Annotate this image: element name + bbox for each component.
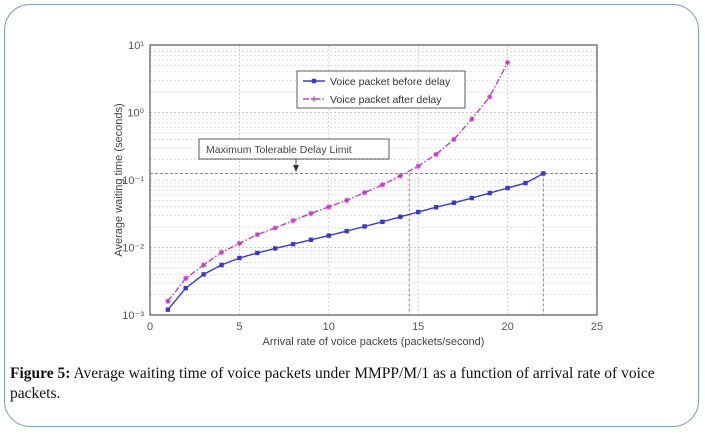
marker-stroke [362, 190, 367, 195]
data-point [218, 249, 225, 255]
data-point [469, 195, 475, 201]
series-line [167, 62, 509, 302]
y-axis-label: Average waiting time (seconds) [113, 103, 125, 256]
data-point [379, 182, 386, 188]
data-point [487, 94, 493, 100]
data-point [523, 180, 528, 186]
x-tick-label: 15 [412, 321, 424, 333]
data-point [183, 275, 189, 281]
data-point [326, 204, 332, 210]
y-tick-label: 10⁰ [127, 108, 144, 120]
data-point [183, 285, 188, 291]
x-tick-label: 25 [591, 321, 603, 333]
annotation-arrowhead [293, 165, 299, 172]
data-point [487, 190, 492, 196]
series-line [167, 172, 544, 311]
marker-stroke [433, 151, 439, 157]
data-point [272, 246, 278, 251]
data-point [469, 116, 475, 122]
data-point [362, 224, 367, 229]
legend-label: Voice packet after delay [330, 94, 442, 106]
y-tick-label: 10¹ [128, 40, 144, 52]
x-tick-label: 20 [501, 321, 513, 333]
data-point [416, 209, 421, 215]
figure-caption: Figure 5: Average waiting time of voice … [10, 364, 700, 404]
data-point [505, 185, 510, 191]
x-axis-label: Arrival rate of voice packets (packets/s… [263, 336, 485, 348]
legend: Voice packet before delay Voice packet af… [296, 70, 466, 109]
marker-stroke [380, 182, 385, 188]
data-point [201, 272, 206, 277]
ticks: 0 5 10 15 20 25 10⁻³ 10⁻² 10⁻¹ 10⁰ 10¹ [122, 40, 603, 333]
data-point [397, 173, 403, 179]
marker-stroke [219, 249, 224, 255]
data-point [361, 190, 368, 196]
marker-stroke [487, 94, 493, 100]
data-point [290, 218, 296, 224]
annotation-text: Maximum Tolerable Delay Limit [206, 144, 352, 156]
data-point [254, 232, 260, 238]
marker-stroke [201, 262, 206, 268]
data-point [415, 163, 421, 169]
y-tick-label: 10⁻³ [122, 310, 144, 322]
data-point [380, 219, 385, 225]
marker-stroke [237, 241, 242, 246]
marker-stroke [469, 116, 475, 122]
caption-label: Figure 5: [10, 365, 71, 382]
marker-stroke [183, 275, 189, 281]
data-point [308, 210, 314, 217]
y-tick-label: 10⁻¹ [122, 175, 144, 187]
data-point [237, 255, 242, 261]
marker-stroke [272, 225, 278, 231]
data-point [344, 228, 349, 234]
series [165, 59, 546, 312]
data-point [344, 197, 350, 203]
caption-text: Average waiting time of voice packets un… [10, 365, 655, 402]
marker-stroke [290, 218, 296, 223]
marker-stroke [308, 211, 314, 216]
plot-area [149, 44, 598, 316]
data-point [219, 262, 224, 268]
data-point [236, 240, 242, 247]
data-point [541, 171, 546, 176]
annotation-box [198, 138, 390, 160]
x-tick-label: 10 [323, 321, 335, 333]
data-point [201, 262, 207, 268]
x-tick-label: 5 [236, 321, 242, 333]
data-point [165, 298, 171, 304]
marker-stroke [415, 163, 421, 169]
data-point [255, 250, 260, 256]
marker-stroke [505, 60, 510, 65]
marker-stroke [344, 197, 350, 203]
marker-stroke [451, 137, 457, 142]
data-point [308, 237, 314, 243]
marker-stroke [165, 298, 171, 304]
data-point [398, 214, 403, 219]
marker-stroke [326, 204, 332, 210]
legend-box [296, 70, 466, 109]
y-tick-label: 10⁻² [122, 243, 144, 255]
legend-marker [311, 78, 317, 84]
data-point [326, 233, 331, 238]
data-point [272, 225, 278, 231]
marker-stroke [397, 173, 403, 179]
data-point [433, 151, 439, 157]
data-point [165, 307, 171, 312]
data-point [290, 241, 296, 247]
annotations: Maximum Tolerable Delay Limit [150, 138, 597, 315]
chart: Maximum Tolerable Delay Limit 0 5 10 15 20 25… [113, 40, 603, 348]
data-point [451, 200, 457, 205]
data-point [505, 59, 511, 66]
data-point [433, 205, 439, 210]
marker-stroke [254, 232, 260, 238]
legend-label: Voice packet before delay [330, 76, 451, 88]
data-point [451, 136, 457, 142]
x-tick-label: 0 [147, 321, 153, 333]
